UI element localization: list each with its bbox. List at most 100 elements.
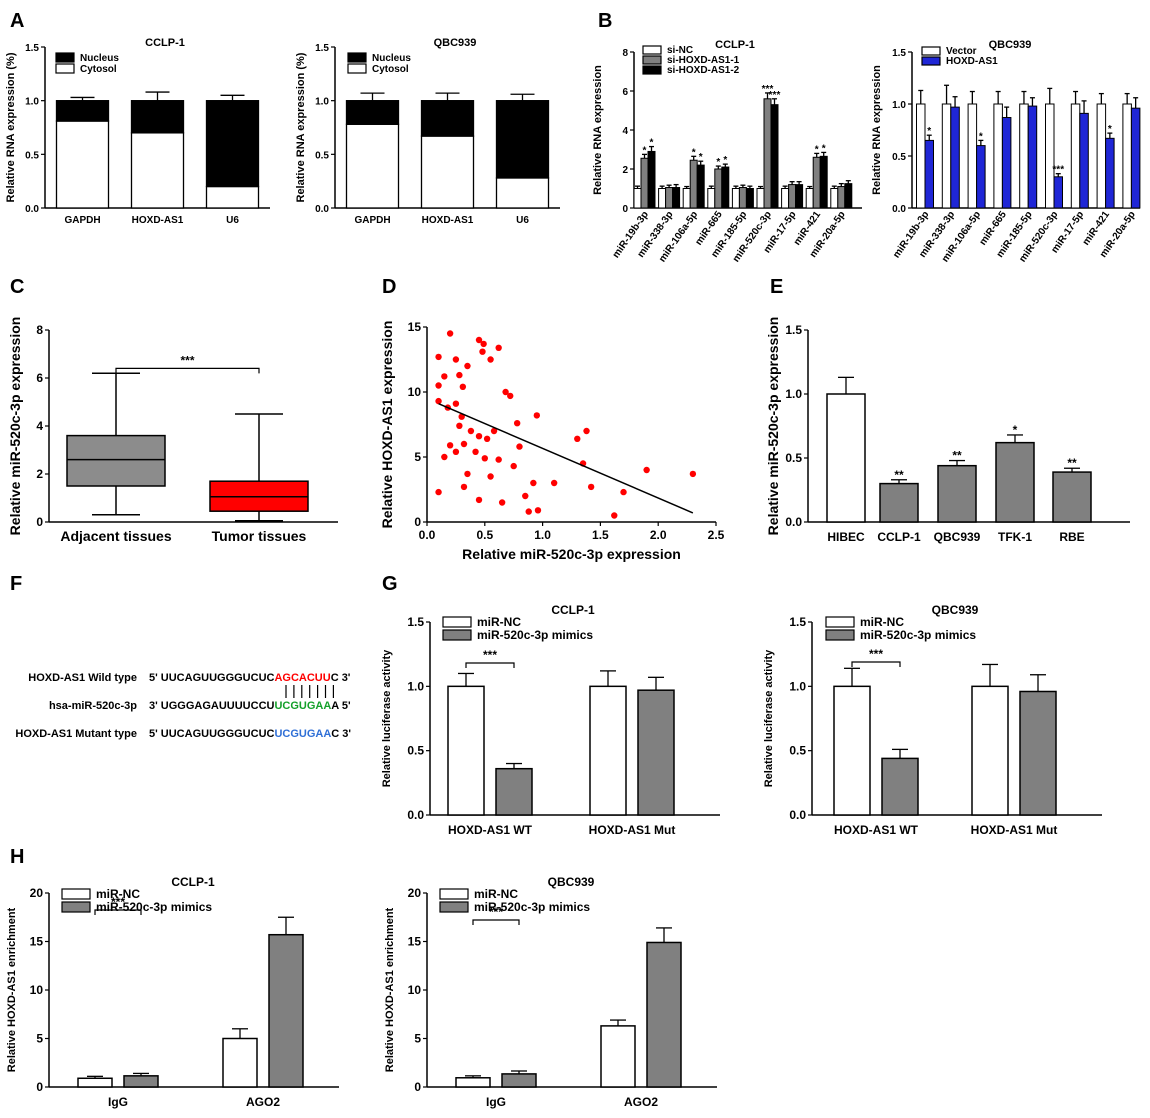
significance-label: * (692, 147, 696, 158)
y-tick-label: 0.0 (785, 515, 802, 529)
bar (967, 103, 978, 209)
legend-label: si-HOXD-AS1-1 (667, 55, 740, 66)
y-axis-label: Relative HOXD-AS1 enrichment (6, 907, 18, 1072)
scatter-point (452, 356, 460, 363)
scatter-point (464, 470, 471, 478)
bar (1070, 103, 1081, 209)
y-tick-label: 1.5 (25, 43, 39, 54)
legend-label: Vector (946, 46, 977, 57)
bar (1027, 105, 1038, 209)
legend-swatch (921, 56, 941, 66)
chart-title: CCLP-1 (715, 39, 755, 51)
bar-cytosol (420, 135, 475, 209)
legend-swatch (439, 888, 469, 900)
bar (633, 188, 642, 209)
chart-g2: 0.0 0.5 1.0 1.5 Relative luciferase activity… (763, 603, 1102, 837)
y-tick-label: 1.0 (785, 387, 802, 401)
bar (1053, 176, 1063, 209)
y-tick-label: 10 (30, 983, 44, 997)
scatter-point (587, 483, 595, 491)
bar (731, 188, 740, 209)
bar (600, 1025, 636, 1088)
panel-label-g: G (382, 573, 398, 595)
y-tick-label: 1.5 (407, 615, 424, 629)
chart-title: QBC939 (548, 875, 595, 889)
panel-label-e: E (770, 276, 783, 298)
bar (833, 685, 871, 816)
legend-label: miR-NC (477, 615, 521, 629)
significance-label: * (927, 126, 931, 137)
legend-swatch (642, 55, 662, 65)
sequence-name: hsa-miR-520c-3p (49, 700, 137, 712)
bar-nucleus (420, 100, 475, 137)
bar (993, 103, 1003, 209)
scatter-point (456, 422, 463, 429)
scatter-point (530, 479, 537, 487)
bar (1052, 471, 1092, 523)
y-tick-label: 0.5 (789, 744, 806, 758)
box (66, 434, 166, 487)
scatter-point (534, 507, 542, 514)
scatter-point (479, 348, 486, 355)
bar (495, 767, 533, 816)
chart-c-box-plot: 0 2 4 6 8 Relative miR-520c-3p expression Adja… (7, 317, 338, 544)
sequence-prefix: 5' UUCAGUUGGGUCUC (149, 672, 275, 684)
x-axis-label: Relative miR-520c-3p expression (462, 546, 681, 562)
bar (689, 159, 698, 209)
legend-swatch (61, 901, 91, 913)
scatter-point (490, 427, 498, 435)
chart-title: QBC939 (434, 37, 477, 49)
y-tick-label: 20 (408, 886, 422, 900)
x-tick-label: Adjacent tissues (60, 528, 171, 544)
bar (1122, 103, 1132, 209)
y-tick-label: 1.5 (315, 43, 329, 54)
y-tick-label: 0 (622, 204, 628, 215)
scatter-point (459, 383, 467, 390)
bar (950, 106, 960, 209)
bar-cytosol (55, 120, 110, 209)
scatter-point (441, 373, 448, 380)
bar (738, 187, 747, 209)
y-tick-label: 5 (36, 1032, 43, 1046)
y-tick-label: 1.5 (785, 323, 802, 337)
chart-title: CCLP-1 (171, 875, 215, 889)
scatter-point (495, 456, 502, 463)
bar (805, 188, 814, 209)
legend-swatch (347, 52, 367, 63)
sequence-suffix: A 5' (331, 700, 351, 712)
sequence-prefix: 3' UGGGAGAUUUUCCU (149, 700, 275, 712)
x-tick-label: IgG (486, 1095, 506, 1109)
y-tick-label: 0.0 (407, 808, 424, 822)
bar (812, 156, 821, 209)
scatter-point (467, 427, 475, 435)
panel-labels: A B C D E F G H (10, 10, 783, 868)
scatter-point (510, 462, 517, 470)
bar (745, 188, 754, 209)
bar (837, 186, 846, 209)
bar-nucleus (130, 100, 185, 134)
legend-label: Nucleus (80, 53, 119, 64)
scatter-point (475, 433, 483, 440)
scatter-point (487, 473, 494, 480)
chart-h2: 0 5 10 15 20 Relative HOXD-AS1 enrichment QBC9… (384, 875, 717, 1109)
y-tick-label: 1.0 (892, 100, 906, 111)
scatter-point (452, 448, 460, 455)
bar (916, 103, 926, 209)
y-tick-label: 0.5 (407, 744, 424, 758)
bar (1019, 690, 1057, 816)
legend-swatch (439, 901, 469, 913)
y-axis-label: Relative miR-520c-3p expression (7, 317, 23, 536)
legend-label: HOXD-AS1 (946, 56, 998, 67)
y-tick-label: 1.5 (789, 615, 806, 629)
legend-label: si-NC (667, 45, 693, 56)
y-tick-label: 2 (622, 165, 628, 176)
scatter-point (460, 440, 468, 448)
significance-bracket (465, 662, 515, 668)
legend-label: miR-520c-3p mimics (474, 900, 590, 914)
y-tick-label: 1.0 (407, 679, 424, 693)
y-tick-label: 0.5 (785, 451, 802, 465)
y-tick-label: 15 (30, 935, 44, 949)
y-tick-label: 0 (414, 515, 421, 529)
panel-label-f: F (10, 573, 22, 595)
significance-label: *** (762, 84, 774, 95)
